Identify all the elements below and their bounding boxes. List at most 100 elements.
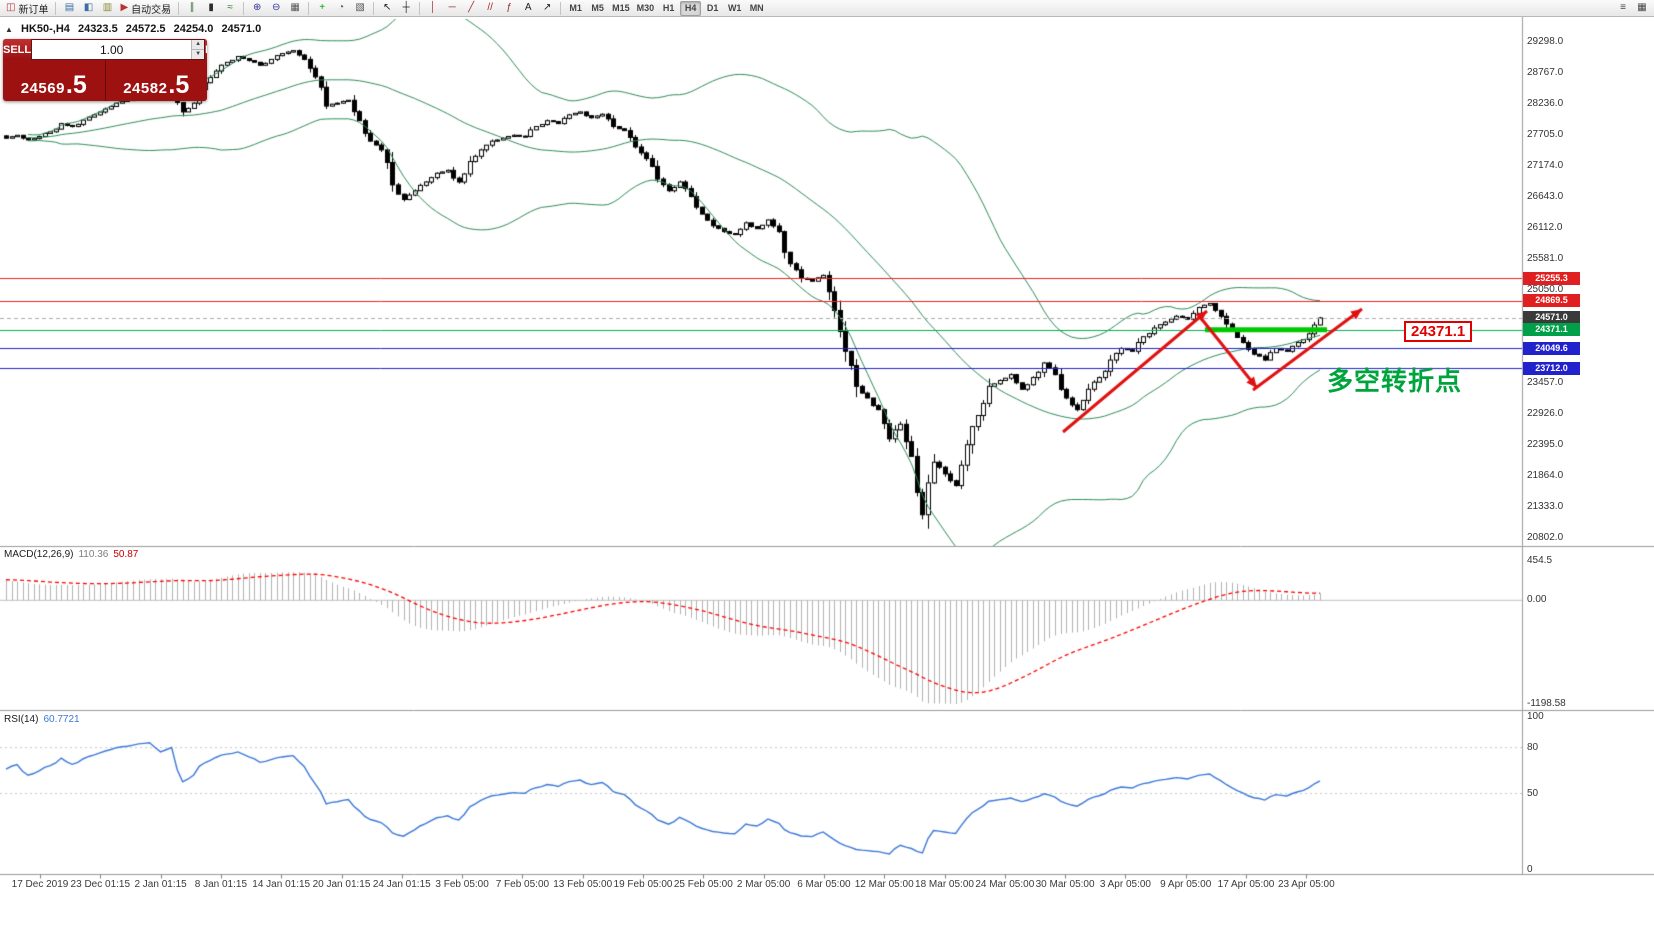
macd-signal-value: 50.87 [113, 549, 139, 560]
chart-canvas[interactable] [0, 17, 1654, 944]
vertical-line-button[interactable]: │ [424, 1, 442, 16]
zoom-out-button[interactable]: ⊖ [267, 1, 285, 16]
price-scale-label: 27705.0 [1527, 129, 1564, 140]
toolbar-separator [308, 1, 310, 15]
time-axis-label: 23 Dec 01:15 [70, 879, 131, 890]
timeframe-m5-button[interactable]: M5 [591, 3, 604, 13]
price-badge: 24571.0 [1523, 311, 1580, 325]
templates-icon: ▧ [355, 2, 365, 13]
menu-button[interactable]: ≡ [1614, 1, 1632, 16]
horizontal-line-button[interactable]: ─ [443, 1, 461, 16]
time-axis-label: 17 Dec 2019 [11, 879, 69, 890]
timeframe-h1-button[interactable]: H1 [662, 3, 675, 13]
periods-icon: ◔ [338, 2, 345, 13]
crosshair-button[interactable]: ┼ [397, 1, 415, 16]
periods-button[interactable]: ◔ [332, 1, 350, 16]
symbol-period-label: HK50-,H4 [20, 23, 70, 35]
timeframe-m30-button[interactable]: M30 [636, 3, 655, 13]
timeframe-d1-button[interactable]: D1 [706, 3, 719, 13]
cursor-icon: ↖ [382, 2, 392, 13]
autotrading-button[interactable]: ▶ 自动交易 [117, 1, 174, 16]
equidistant-channel-button[interactable]: // [481, 1, 499, 16]
menu-icon: ≡ [1620, 2, 1626, 13]
fibonacci-button[interactable]: ƒ [500, 1, 518, 16]
time-axis-label: 8 Jan 01:15 [194, 879, 248, 890]
arrows-tool-button[interactable]: ↗ [538, 1, 556, 16]
candlestick-chart-icon: ▮ [208, 2, 214, 13]
bar-chart-button[interactable]: ∥ [183, 1, 201, 16]
toolbar-separator [243, 1, 245, 15]
text-icon: A [524, 2, 532, 13]
price-badge: 24371.1 [1523, 323, 1580, 337]
pivot-price-label[interactable]: 24371.1 [1404, 321, 1473, 342]
arrows-tool-icon: ↗ [542, 2, 552, 13]
volume-down-button[interactable]: ▼ [191, 49, 205, 59]
rsi-scale-label: 80 [1527, 741, 1539, 753]
templates-button[interactable]: ▧ [351, 1, 369, 16]
equidistant-channel-icon: // [487, 2, 493, 13]
rsi-scale-label: 50 [1527, 787, 1539, 799]
time-axis-label: 19 Feb 05:00 [613, 879, 673, 890]
price-badge: 25255.3 [1523, 271, 1580, 285]
trendline-button[interactable]: ╱ [462, 1, 480, 16]
price-scale-label: 28236.0 [1527, 98, 1564, 109]
timeframe-m1-button[interactable]: M1 [569, 3, 582, 13]
time-axis-label: 25 Feb 05:00 [673, 879, 733, 890]
trade-panel-collapse-icon[interactable]: ▲ [5, 25, 13, 34]
line-chart-button[interactable]: ≈ [221, 1, 239, 16]
time-axis-label: 12 Mar 05:00 [854, 879, 914, 890]
macd-scale-label: 454.5 [1527, 555, 1553, 566]
toolbar: ◫ 新订单 ▤ ◧ ▥ ▶ 自动交易 ∥ ▮ ≈ ⊕ ⊖ ▦ + ◔ ▧ ↖ ┼ │ ─ ╱ // ƒ A ↗ M1 M5 M15 M3… [0, 0, 1654, 17]
workspace-button[interactable]: ▦ [1633, 1, 1651, 16]
sell-price[interactable]: 24569 .5 [3, 60, 105, 101]
rsi-scale-label: 100 [1527, 711, 1544, 722]
timeframe-w1-button[interactable]: W1 [727, 3, 742, 13]
time-axis-label: 2 Jan 01:15 [134, 879, 187, 890]
price-scale-label: 26643.0 [1527, 191, 1564, 202]
time-axis-label: 13 Feb 05:00 [553, 879, 613, 890]
open-value: 24323.5 [77, 23, 118, 35]
rsi-name: RSI(14) [4, 714, 39, 725]
time-axis-label: 18 Mar 05:00 [915, 879, 974, 890]
data-window-button[interactable]: ◧ [79, 1, 97, 16]
macd-indicator-label: MACD(12,26,9) 110.36 50.87 [4, 549, 138, 560]
toolbar-separator [55, 1, 57, 15]
cursor-button[interactable]: ↖ [378, 1, 396, 16]
text-button[interactable]: A [519, 1, 537, 16]
timeframe-m15-button[interactable]: M15 [612, 3, 630, 13]
time-axis-label: 24 Mar 05:00 [975, 879, 1035, 890]
timeframe-mn-button[interactable]: MN [749, 3, 764, 13]
new-order-button[interactable]: ◫ 新订单 [3, 1, 51, 16]
time-axis-label: 3 Apr 05:00 [1099, 879, 1151, 890]
buy-button[interactable]: BUY [205, 39, 207, 60]
price-scale-label: 21864.0 [1527, 470, 1564, 481]
time-axis-label: 3 Feb 05:00 [435, 879, 489, 890]
market-watch-button[interactable]: ▤ [60, 1, 78, 16]
volume-box: ▲ ▼ [31, 39, 206, 60]
volume-up-button[interactable]: ▲ [191, 40, 205, 49]
buy-price[interactable]: 24582 .5 [104, 60, 208, 101]
ohlc-info-line: ▲ HK50-,H4 24323.5 24572.5 24254.0 24571… [5, 23, 266, 35]
zoom-in-button[interactable]: ⊕ [248, 1, 266, 16]
navigator-button[interactable]: ▥ [98, 1, 116, 16]
macd-scale-label: -1198.58 [1527, 698, 1566, 709]
line-chart-icon: ≈ [227, 2, 233, 13]
close-value: 24571.0 [221, 23, 262, 35]
time-axis-label: 9 Apr 05:00 [1160, 879, 1212, 890]
volume-input[interactable] [32, 40, 192, 59]
time-axis-label: 30 Mar 05:00 [1035, 879, 1095, 890]
buy-price-pips: .5 [168, 71, 190, 99]
tile-windows-button[interactable]: ▦ [286, 1, 304, 16]
price-scale-label: 23457.0 [1527, 377, 1564, 388]
turning-point-annotation[interactable]: 多空转折点 [1327, 366, 1463, 396]
timeframe-h4-button[interactable]: H4 [680, 0, 702, 16]
indicators-button[interactable]: + [313, 1, 331, 16]
horizontal-line-icon: ─ [448, 2, 456, 13]
rsi-value: 60.7721 [43, 714, 80, 725]
time-axis-label: 14 Jan 01:15 [252, 879, 311, 890]
candlestick-chart-button[interactable]: ▮ [202, 1, 220, 16]
trendline-icon: ╱ [468, 2, 475, 13]
price-scale-label: 28767.0 [1527, 67, 1564, 78]
sell-button[interactable]: SELL [3, 39, 32, 60]
